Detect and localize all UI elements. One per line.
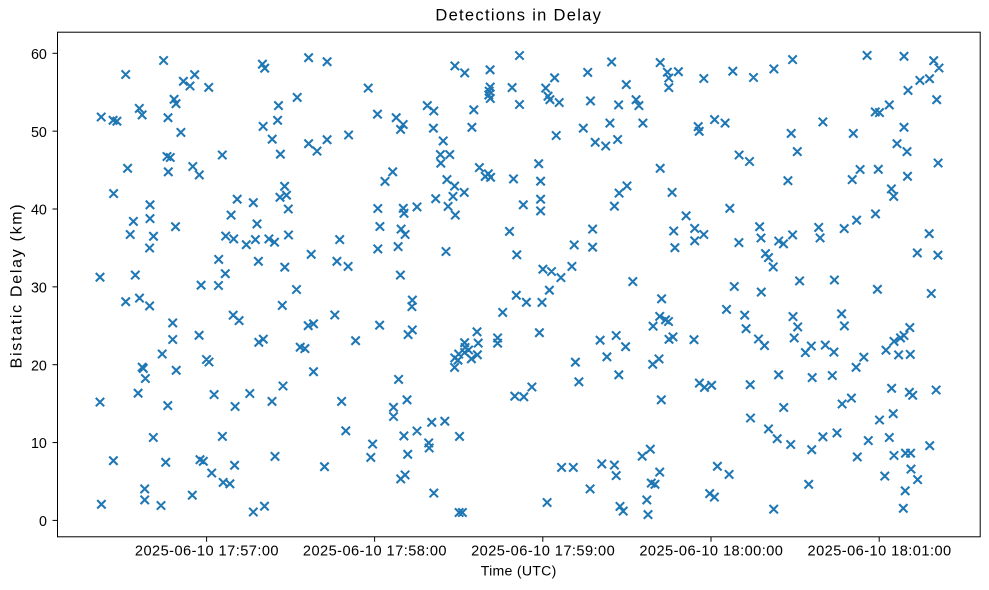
svg-text:40: 40 (31, 203, 47, 219)
svg-text:50: 50 (31, 125, 47, 141)
svg-text:60: 60 (31, 47, 47, 63)
svg-text:2025-06-10 18:00:00: 2025-06-10 18:00:00 (639, 544, 783, 560)
svg-text:0: 0 (39, 514, 47, 530)
svg-text:30: 30 (31, 281, 47, 297)
svg-text:20: 20 (31, 358, 47, 374)
svg-text:2025-06-10 18:01:00: 2025-06-10 18:01:00 (808, 544, 952, 560)
svg-text:Time (UTC): Time (UTC) (481, 563, 557, 579)
svg-text:Bistatic Delay (km): Bistatic Delay (km) (9, 203, 26, 369)
svg-text:10: 10 (31, 436, 47, 452)
svg-text:2025-06-10 17:57:00: 2025-06-10 17:57:00 (135, 544, 279, 560)
svg-text:2025-06-10 17:58:00: 2025-06-10 17:58:00 (303, 544, 447, 560)
svg-text:Detections in Delay: Detections in Delay (435, 7, 602, 25)
svg-text:2025-06-10 17:59:00: 2025-06-10 17:59:00 (471, 544, 615, 560)
